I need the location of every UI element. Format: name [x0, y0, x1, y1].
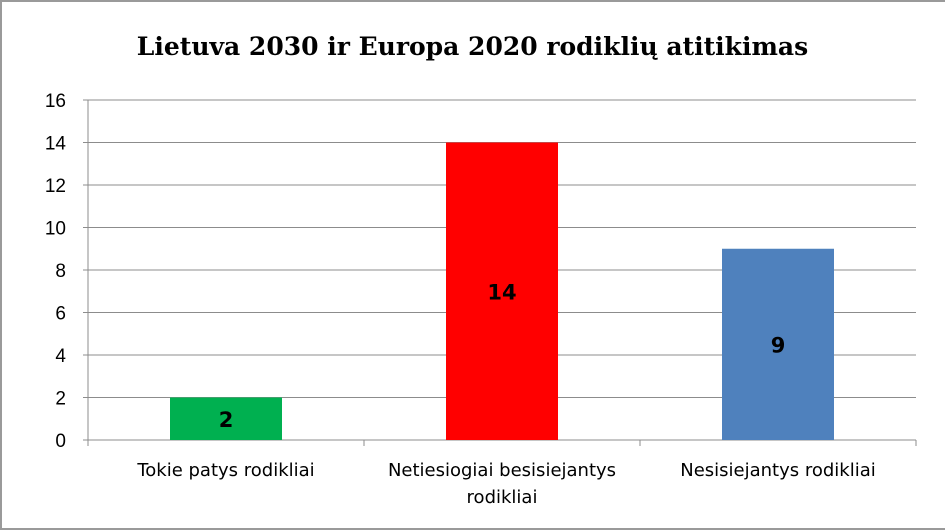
y-tick-label: 6 — [55, 304, 66, 325]
y-tick-label: 10 — [45, 219, 66, 240]
category-label: rodikliai — [467, 487, 538, 508]
category-label: Nesisiejantys rodikliai — [680, 460, 876, 481]
y-tick-label: 4 — [55, 346, 66, 367]
bar — [722, 248, 834, 440]
category-label: Netiesiogiai besisiejantys — [388, 460, 616, 481]
bar — [446, 142, 558, 440]
chart-title: Lietuva 2030 ir Europa 2020 rodiklių ati… — [136, 32, 809, 61]
y-tick-label: 16 — [45, 91, 66, 112]
y-tick-label: 0 — [55, 431, 66, 452]
data-label: 14 — [487, 280, 516, 304]
data-label: 2 — [219, 408, 234, 432]
y-tick-label: 8 — [55, 261, 66, 282]
y-tick-label: 14 — [45, 134, 67, 155]
y-tick-label: 12 — [45, 176, 66, 197]
category-label: Tokie patys rodikliai — [136, 460, 314, 481]
y-tick-label: 2 — [55, 389, 66, 410]
bar — [170, 397, 282, 440]
data-label: 9 — [771, 333, 786, 357]
